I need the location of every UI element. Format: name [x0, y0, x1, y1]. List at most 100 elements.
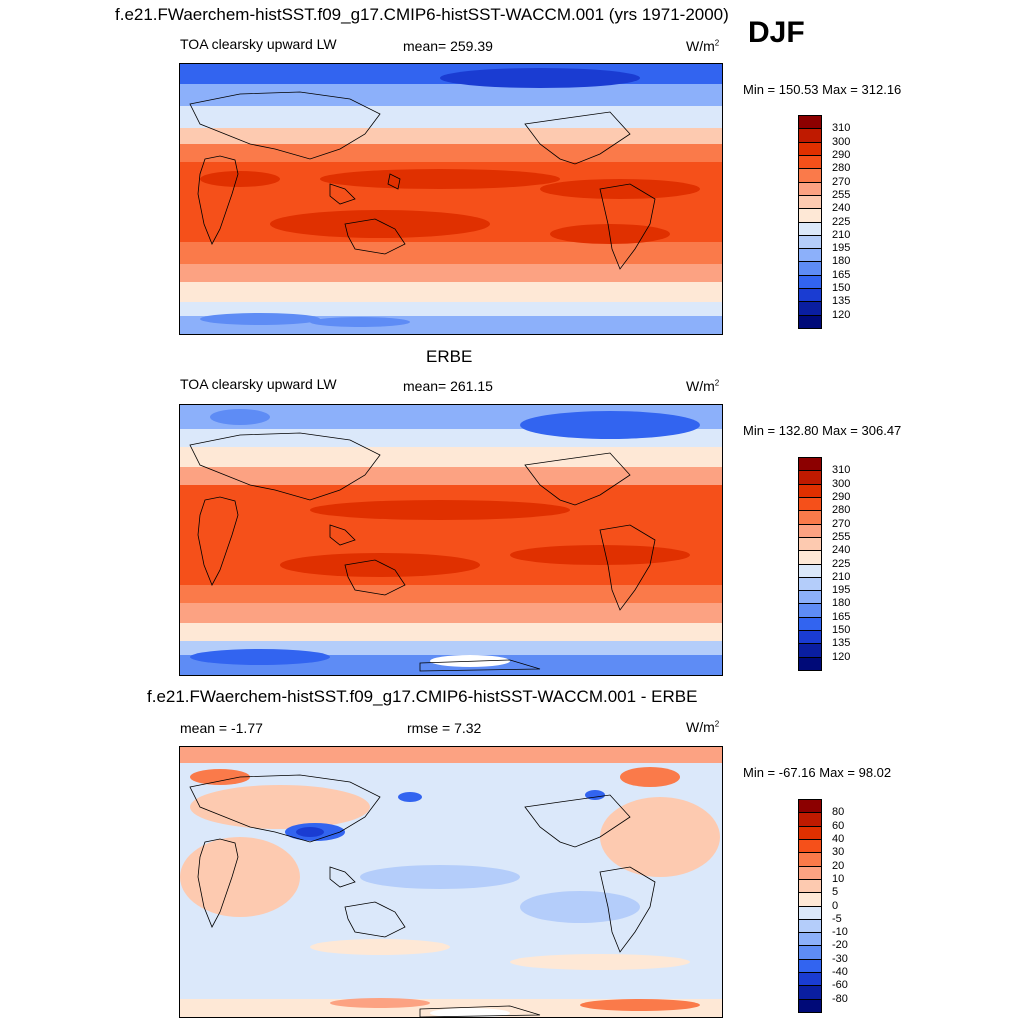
colorbar-swatch [798, 510, 822, 525]
colorbar-label: 280 [832, 504, 851, 517]
colorbar-swatch [798, 550, 822, 565]
colorbar-label: 30 [832, 846, 845, 859]
panel3-map [179, 746, 723, 1018]
panel2-variable: TOA clearsky upward LW [180, 376, 337, 392]
colorbar-swatch [798, 221, 822, 236]
colorbar-label: 150 [832, 624, 851, 637]
colorbar-label: 270 [832, 517, 851, 530]
colorbar-swatch [798, 630, 822, 645]
panel2-units: W/m2 [686, 378, 720, 394]
colorbar-label: 310 [832, 122, 851, 135]
panel2-map [179, 404, 723, 676]
colorbar-label: -60 [832, 979, 848, 992]
colorbar-swatch [798, 945, 822, 960]
colorbar-swatch [798, 301, 822, 316]
panel1-map-field [180, 64, 722, 334]
colorbar-label: 300 [832, 477, 851, 490]
panel3-mean: mean = -1.77 [180, 720, 263, 736]
colorbar-label: 240 [832, 544, 851, 557]
colorbar-label: -5 [832, 912, 842, 925]
colorbar-swatch [798, 457, 822, 472]
colorbar-label: 180 [832, 597, 851, 610]
colorbar-label: 40 [832, 832, 845, 845]
colorbar-label: 80 [832, 806, 845, 819]
colorbar-swatch [798, 799, 822, 814]
colorbar-swatch [798, 812, 822, 827]
colorbar-swatch [798, 878, 822, 894]
colorbar-swatch [798, 958, 822, 974]
panel2-map-field [180, 405, 722, 675]
colorbar-label: 255 [832, 530, 851, 543]
colorbar-swatch [798, 234, 822, 250]
colorbar-swatch [798, 274, 822, 290]
colorbar-swatch [798, 496, 822, 512]
colorbar-label: 290 [832, 148, 851, 161]
colorbar-label: 0 [832, 899, 839, 912]
colorbar-swatch [798, 825, 822, 840]
colorbar-label: 135 [832, 637, 851, 650]
colorbar-label: 20 [832, 859, 845, 872]
panel1-colorbar: 310 300 290 280 270 255 240 225 210 195 180 165 150 1… [798, 115, 878, 330]
panel2-colorbar: 310 300 290 280 270 255 240 225 210 195 180 165 150 1… [798, 457, 878, 672]
colorbar-label: 290 [832, 490, 851, 503]
colorbar-swatch [798, 918, 822, 934]
colorbar-label: -30 [832, 952, 848, 965]
colorbar-swatch [798, 892, 822, 907]
colorbar-swatch [798, 194, 822, 210]
colorbar-label: 180 [832, 255, 851, 268]
panel3-map-field [180, 747, 722, 1017]
colorbar-label: 120 [832, 308, 851, 321]
colorbar-swatch [798, 181, 822, 196]
colorbar-label: -10 [832, 926, 848, 939]
colorbar-label: 225 [832, 557, 851, 570]
panel1-minmax: Min = 150.53 Max = 312.16 [743, 82, 902, 97]
colorbar-label: 150 [832, 282, 851, 295]
diff-title: f.e21.FWaerchem-histSST.f09_g17.CMIP6-hi… [147, 687, 698, 706]
colorbar-swatch [798, 643, 822, 658]
colorbar-swatch [798, 128, 822, 143]
obs-title: ERBE [426, 347, 473, 366]
colorbar-swatch [798, 590, 822, 605]
colorbar-label: 210 [832, 228, 851, 241]
season-label: DJF [748, 16, 805, 49]
colorbar-label: 270 [832, 175, 851, 188]
colorbar-label: 300 [832, 135, 851, 148]
panel1-map [179, 63, 723, 335]
colorbar-label: 255 [832, 188, 851, 201]
colorbar-swatch [798, 985, 822, 1000]
colorbar-swatch [798, 288, 822, 303]
colorbar-swatch [798, 972, 822, 987]
panel3-rmse: rmse = 7.32 [407, 720, 482, 736]
model-title: f.e21.FWaerchem-histSST.f09_g17.CMIP6-hi… [115, 5, 729, 24]
colorbar-label: 165 [832, 610, 851, 623]
colorbar-swatch [798, 865, 822, 880]
colorbar-swatch [798, 261, 822, 276]
colorbar-swatch [798, 576, 822, 592]
colorbar-label: 225 [832, 215, 851, 228]
colorbar-label: 120 [832, 650, 851, 663]
colorbar-label: -40 [832, 966, 848, 979]
colorbar-swatch [798, 603, 822, 618]
colorbar-swatch [798, 905, 822, 920]
colorbar-swatch [798, 314, 822, 329]
colorbar-swatch [798, 656, 822, 671]
panel1-mean: mean= 259.39 [403, 38, 493, 54]
colorbar-swatch [798, 115, 822, 130]
colorbar-swatch [798, 523, 822, 538]
colorbar-label: 210 [832, 570, 851, 583]
colorbar-swatch [798, 852, 822, 867]
colorbar-label: 280 [832, 162, 851, 175]
colorbar-swatch [798, 168, 822, 183]
colorbar-label: 60 [832, 819, 845, 832]
colorbar-swatch [798, 536, 822, 552]
colorbar-swatch [798, 470, 822, 485]
colorbar-label: -80 [832, 992, 848, 1005]
colorbar-label: 240 [832, 202, 851, 215]
colorbar-label: 135 [832, 295, 851, 308]
colorbar-swatch [798, 932, 822, 947]
colorbar-label: 10 [832, 872, 845, 885]
colorbar-swatch [798, 154, 822, 170]
colorbar-swatch [798, 248, 822, 263]
colorbar-swatch [798, 563, 822, 578]
panel1-units: W/m2 [686, 38, 720, 54]
